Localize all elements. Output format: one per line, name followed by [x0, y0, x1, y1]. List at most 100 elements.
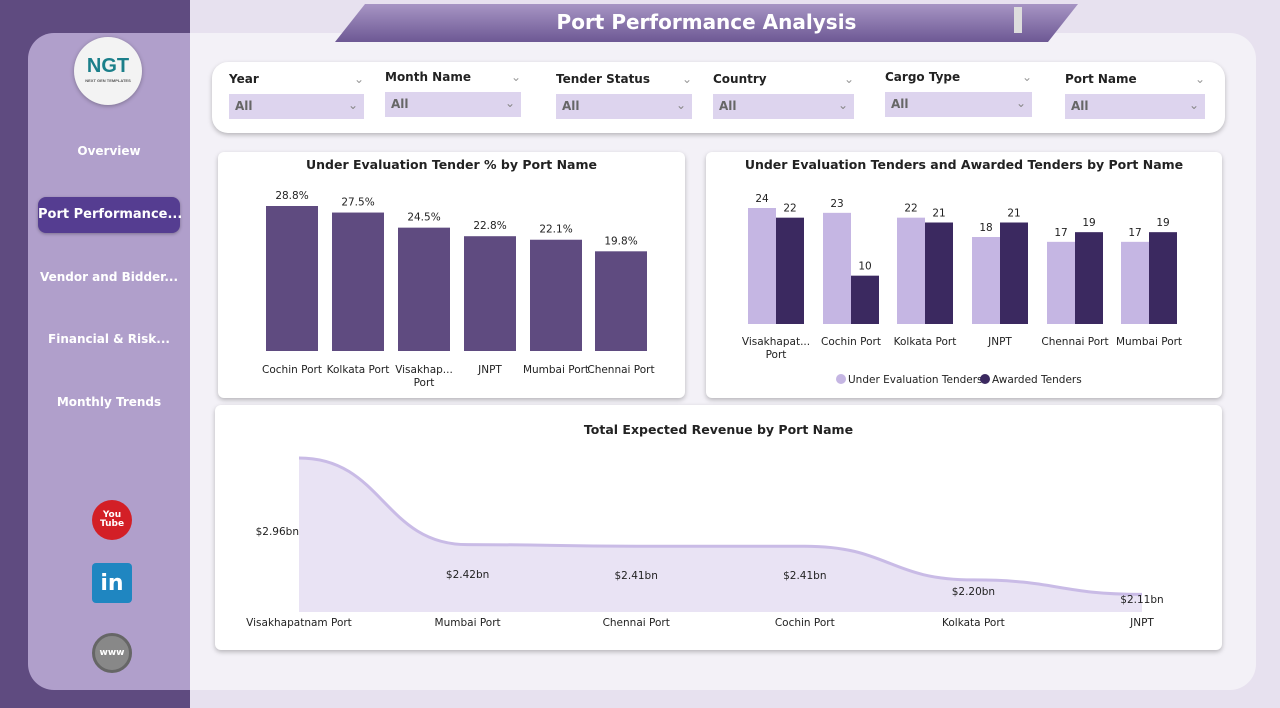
x-tick-label: Cochin Port [821, 336, 881, 348]
bar [530, 239, 582, 351]
x-tick-label: JNPT [477, 364, 502, 376]
filter-label: Cargo Type [885, 70, 961, 84]
bar [851, 275, 879, 324]
nav-financial-risk[interactable]: Financial & Risk... [48, 332, 170, 346]
sidebar: NGT NEXT GEN TEMPLATES Overview Port Perf… [28, 33, 190, 690]
x-tick-label: Chennai Port [603, 617, 670, 629]
chevron-down-icon: ⌄ [347, 98, 358, 112]
legend-marker [836, 374, 846, 384]
chevron-down-icon: ⌄ [504, 96, 515, 110]
data-label: 18 [979, 222, 992, 234]
x-tick-label: Kolkata Port [894, 336, 957, 348]
chevron-down-icon: ⌄ [1188, 98, 1199, 112]
x-tick-label: Cochin Port [775, 617, 835, 629]
filter-select[interactable]: All ⌄ [1065, 94, 1205, 119]
youtube-icon[interactable]: You Tube [92, 500, 132, 540]
data-label: $2.96bn [256, 526, 299, 538]
x-tick-label: JNPT [987, 336, 1012, 348]
data-label: 22.1% [539, 224, 572, 236]
chevron-down-icon[interactable]: ⌄ [843, 72, 854, 86]
data-label: 24 [755, 193, 769, 205]
data-label: 10 [858, 261, 871, 273]
x-tick-label: Chennai Port [587, 364, 654, 376]
x-tick-label: JNPT [1129, 617, 1154, 629]
filter-tender-status[interactable]: Tender Status ⌄ All ⌄ [556, 72, 692, 119]
chevron-down-icon[interactable]: ⌄ [353, 72, 364, 86]
page-title: Port Performance Analysis [335, 4, 1078, 42]
data-label: 17 [1054, 227, 1067, 239]
area-fill [299, 458, 1142, 612]
chevron-down-icon[interactable]: ⌄ [510, 70, 521, 84]
data-label: 21 [1007, 208, 1020, 220]
data-label: $2.41bn [615, 570, 658, 582]
chevron-down-icon: ⌄ [1015, 96, 1026, 110]
data-label: 19 [1156, 217, 1169, 229]
data-label: 17 [1128, 227, 1141, 239]
filter-port-name[interactable]: Port Name ⌄ All ⌄ [1065, 72, 1205, 119]
filter-year[interactable]: Year ⌄ All ⌄ [229, 72, 364, 119]
bar [398, 227, 450, 351]
chevron-down-icon[interactable]: ⌄ [1021, 70, 1032, 84]
bar [1121, 241, 1149, 324]
nav-vendor-bidder[interactable]: Vendor and Bidder... [39, 270, 179, 284]
logo-subtitle: NEXT GEN TEMPLATES [85, 78, 131, 83]
chart-card-tender-pct: Under Evaluation Tender % by Port Name 2… [218, 152, 685, 398]
x-tick-label: Visakhapatnam Port [246, 617, 352, 629]
chart-tenders: 24 23 22 18 17 17 22 10 21 21 19 19 Visakhapat...Por… [742, 193, 1182, 386]
logo: NGT NEXT GEN TEMPLATES [74, 37, 142, 105]
filter-month[interactable]: Month Name ⌄ All ⌄ [385, 70, 521, 117]
filter-country[interactable]: Country ⌄ All ⌄ [713, 72, 854, 119]
data-label: 28.8% [275, 190, 308, 202]
logo-text: NGT [86, 55, 130, 77]
filter-select[interactable]: All ⌄ [556, 94, 692, 119]
x-tick-label: Visakhap... [395, 364, 453, 376]
legend-label: Awarded Tenders [992, 374, 1082, 386]
bar [1047, 241, 1075, 324]
chart-card-revenue: Total Expected Revenue by Port Name $2.9… [215, 405, 1222, 650]
legend-marker [980, 374, 990, 384]
data-label: 23 [830, 198, 843, 210]
filter-select[interactable]: All ⌄ [229, 94, 364, 119]
data-label: 22 [904, 203, 917, 215]
legend-label: Under Evaluation Tenders [848, 374, 983, 386]
x-tick-label: Chennai Port [1041, 336, 1108, 348]
x-tick-label: Port [414, 377, 435, 389]
chevron-down-icon[interactable]: ⌄ [681, 72, 692, 86]
bar [595, 251, 647, 351]
bar [776, 217, 804, 324]
chart-revenue: $2.96bn Visakhapatnam Port $2.42bn Mumbai P… [246, 456, 1164, 629]
globe-icon[interactable]: www [92, 633, 132, 673]
chart-title: Under Evaluation Tenders and Awarded Ten… [744, 157, 1184, 172]
chart-card-tenders: Under Evaluation Tenders and Awarded Ten… [706, 152, 1222, 398]
bar [823, 212, 851, 324]
filter-cargo-type[interactable]: Cargo Type ⌄ All ⌄ [885, 70, 1032, 117]
data-label: 27.5% [341, 197, 374, 209]
filter-select[interactable]: All ⌄ [385, 92, 521, 117]
chevron-down-icon[interactable]: ⌄ [1194, 72, 1205, 86]
chevron-down-icon: ⌄ [837, 98, 848, 112]
filter-label: Month Name [385, 70, 471, 84]
nav-port-performance[interactable]: Port Performance... [38, 197, 182, 233]
bar [1149, 232, 1177, 324]
filter-select[interactable]: All ⌄ [713, 94, 854, 119]
nav-monthly-trends[interactable]: Monthly Trends [56, 395, 162, 409]
bar [1000, 222, 1028, 324]
data-label: 22.8% [473, 220, 506, 232]
bar [897, 217, 925, 324]
nav-overview[interactable]: Overview [77, 144, 141, 158]
data-label: $2.11bn [1120, 594, 1163, 606]
bar [1075, 232, 1103, 324]
bar [925, 222, 953, 324]
filter-select[interactable]: All ⌄ [885, 92, 1032, 117]
data-label: $2.20bn [952, 586, 995, 598]
banner-decoration [1014, 7, 1022, 33]
chart-title: Under Evaluation Tender % by Port Name [306, 157, 597, 172]
filter-label: Year [229, 72, 259, 86]
data-label: 21 [932, 208, 945, 220]
x-tick-label: Kolkata Port [942, 617, 1005, 629]
x-tick-label: Port [766, 349, 787, 361]
data-label: 19.8% [604, 235, 637, 247]
linkedin-icon[interactable]: in [92, 563, 132, 603]
bar [748, 208, 776, 324]
x-tick-label: Kolkata Port [327, 364, 390, 376]
